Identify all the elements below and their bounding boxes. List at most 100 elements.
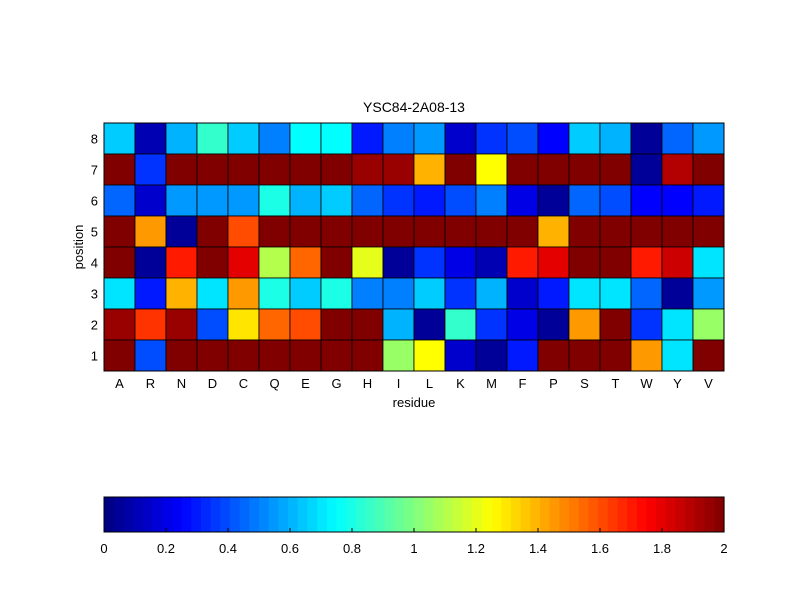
heatmap-cell [103, 122, 136, 155]
heatmap-cell [258, 277, 291, 310]
heatmap-cell [413, 308, 446, 341]
colorbar-swatch [627, 497, 638, 532]
colorbar-swatch [530, 497, 541, 532]
x-tick-label: N [177, 376, 186, 391]
heatmap-cell [227, 122, 260, 155]
colorbar-swatch [113, 497, 124, 532]
colorbar-tick-label: 1.6 [591, 541, 609, 556]
colorbar-swatch [665, 497, 677, 532]
heatmap-cell [289, 339, 322, 372]
heatmap-cell [506, 339, 539, 372]
heatmap-cell [351, 246, 384, 279]
colorbar-swatch [288, 497, 299, 532]
x-tick-label: L [426, 376, 433, 391]
heatmap-cell [599, 277, 632, 310]
x-axis-label: residue [393, 395, 436, 410]
heatmap-cell [413, 246, 446, 279]
heatmap-cell [320, 184, 353, 217]
heatmap-cell [165, 277, 198, 310]
heatmap-cell [165, 339, 198, 372]
heatmap-cell [661, 246, 694, 279]
y-tick-label: 2 [91, 318, 98, 333]
heatmap-cell [630, 153, 663, 186]
heatmap-cell [382, 184, 415, 217]
heatmap-cell [320, 246, 353, 279]
colorbar-swatch [481, 497, 493, 532]
heatmap-cell [382, 339, 415, 372]
colorbar-tick-label: 0.6 [281, 541, 299, 556]
heatmap-cell [351, 215, 384, 248]
heatmap-cell [475, 246, 508, 279]
heatmap-cell [289, 153, 322, 186]
colorbar-swatch [578, 497, 589, 532]
x-tick-label: Y [673, 376, 682, 391]
colorbar-swatch [414, 497, 425, 532]
heatmap-cell [134, 153, 167, 186]
heatmap-cell [289, 215, 322, 248]
colorbar-swatch [549, 497, 560, 532]
heatmap-cell [227, 153, 260, 186]
heatmap-cell [227, 339, 260, 372]
heatmap-cell [165, 215, 198, 248]
heatmap-cell [692, 339, 725, 372]
x-tick-label: A [115, 376, 124, 391]
heatmap-cell [599, 153, 632, 186]
colorbar-tick-label: 2 [720, 541, 727, 556]
heatmap-cell [134, 122, 167, 155]
heatmap-cell [537, 277, 570, 310]
heatmap-cell [444, 153, 477, 186]
heatmap-cell [134, 184, 167, 217]
heatmap-cell [630, 215, 663, 248]
heatmap-cell [134, 339, 167, 372]
heatmap-cell [227, 215, 260, 248]
colorbar-swatch [714, 497, 725, 532]
heatmap-cell [599, 339, 632, 372]
heatmap-cell [196, 184, 229, 217]
colorbar-swatch [181, 497, 192, 532]
heatmap-cell [537, 153, 570, 186]
colorbar-swatch [375, 497, 386, 532]
heatmap-cell [227, 184, 260, 217]
colorbar-swatch [539, 497, 551, 532]
heatmap-cell [289, 308, 322, 341]
heatmap-cell [351, 308, 384, 341]
heatmap-cell [475, 122, 508, 155]
colorbar-swatch [656, 497, 667, 532]
heatmap-cell [661, 308, 694, 341]
colorbar-swatch [152, 497, 163, 532]
heatmap-cell [444, 184, 477, 217]
heatmap-cell [289, 184, 322, 217]
heatmap-cell [289, 246, 322, 279]
colorbar-swatch [559, 497, 570, 532]
heatmap-cell [103, 246, 136, 279]
x-tick-label: H [363, 376, 372, 391]
heatmap-cell [661, 153, 694, 186]
heatmap-cell [196, 122, 229, 155]
colorbar-swatch [210, 497, 221, 532]
heatmap-cell [630, 184, 663, 217]
heatmap-cell [537, 308, 570, 341]
colorbar-swatch [569, 497, 580, 532]
colorbar-swatch [472, 497, 483, 532]
heatmap-cell [196, 308, 229, 341]
heatmap-cell [630, 277, 663, 310]
heatmap-cell [506, 184, 539, 217]
colorbar-swatch [268, 497, 279, 532]
colorbar-swatch [142, 497, 154, 532]
heatmap-cell [351, 277, 384, 310]
colorbar [104, 497, 725, 532]
y-tick-label: 5 [91, 225, 98, 240]
colorbar-swatch [685, 497, 696, 532]
x-tick-label: I [397, 376, 401, 391]
colorbar-swatch [259, 497, 270, 532]
heatmap-cell [382, 215, 415, 248]
heatmap-cell [537, 215, 570, 248]
heatmap-cell [599, 184, 632, 217]
x-tick-label: D [208, 376, 217, 391]
colorbar-swatch [336, 497, 347, 532]
heatmap-cell [475, 215, 508, 248]
heatmap-cell [692, 153, 725, 186]
heatmap-cell [568, 122, 601, 155]
colorbar-swatch [229, 497, 241, 532]
colorbar-swatch [384, 497, 396, 532]
